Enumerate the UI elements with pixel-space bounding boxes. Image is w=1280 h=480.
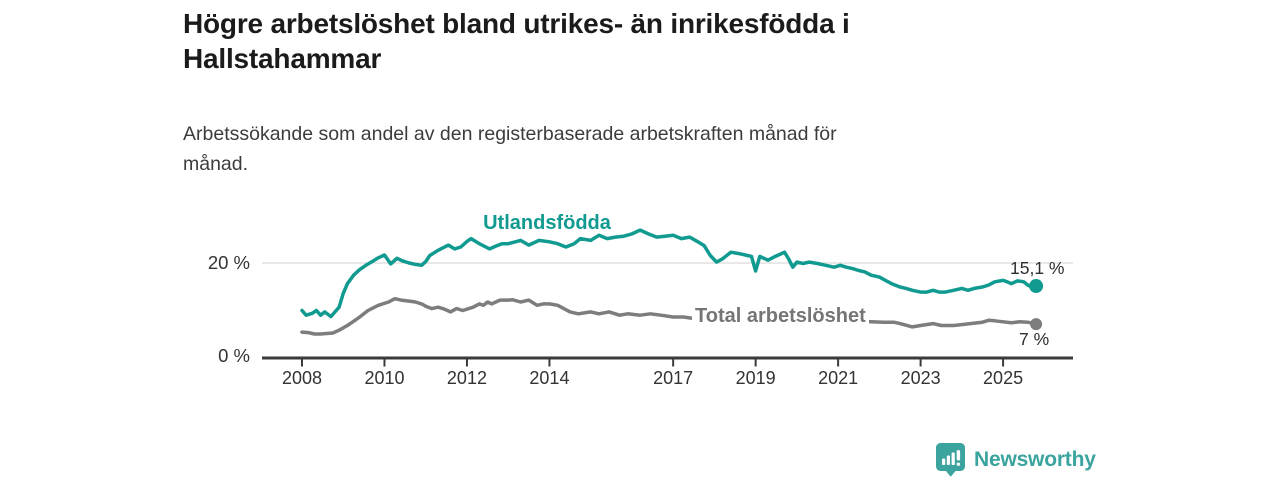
value-label-total-arbetsloshet: 7 % xyxy=(1019,329,1050,349)
x-tick-label-2025: 2025 xyxy=(983,368,1023,388)
end-dot-series-0 xyxy=(1029,279,1044,294)
x-tick-label-2023: 2023 xyxy=(901,368,941,388)
chart-title: Högre arbetslöshet bland utrikes- än inr… xyxy=(183,8,850,74)
x-tick-label-2014: 2014 xyxy=(529,368,569,388)
chart-canvas: 2008 2010 2012 2014 2017 2019 2021 2023 2025 xyxy=(262,228,1073,388)
newsworthy-logo-text: Newsworthy xyxy=(974,448,1096,471)
x-tick-label-2012: 2012 xyxy=(447,368,487,388)
line-series-1 xyxy=(300,296,1038,336)
newsworthy-logo-icon xyxy=(936,443,965,477)
x-tick-label-2010: 2010 xyxy=(364,368,404,388)
x-tick-label-2008: 2008 xyxy=(282,368,322,388)
chart-subtitle: Arbetssökande som andel av den registerb… xyxy=(183,123,837,175)
x-tick-label-2019: 2019 xyxy=(736,368,776,388)
y-axis-label-0: 0 % xyxy=(218,345,250,366)
x-tick-label-2017: 2017 xyxy=(653,368,693,388)
series-label-total-arbetsloshet: Total arbetslöshet xyxy=(692,305,869,328)
value-label-utlandsfodda: 15,1 % xyxy=(1010,258,1065,278)
newsworthy-logo: Newsworthy xyxy=(936,443,1096,477)
line-series-0 xyxy=(300,228,1038,319)
end-dot-series-1 xyxy=(1030,318,1043,331)
series-label-utlandsfodda: Utlandsfödda xyxy=(483,212,611,234)
x-tick-label-2021: 2021 xyxy=(818,368,858,388)
y-axis-label-20: 20 % xyxy=(207,252,250,273)
